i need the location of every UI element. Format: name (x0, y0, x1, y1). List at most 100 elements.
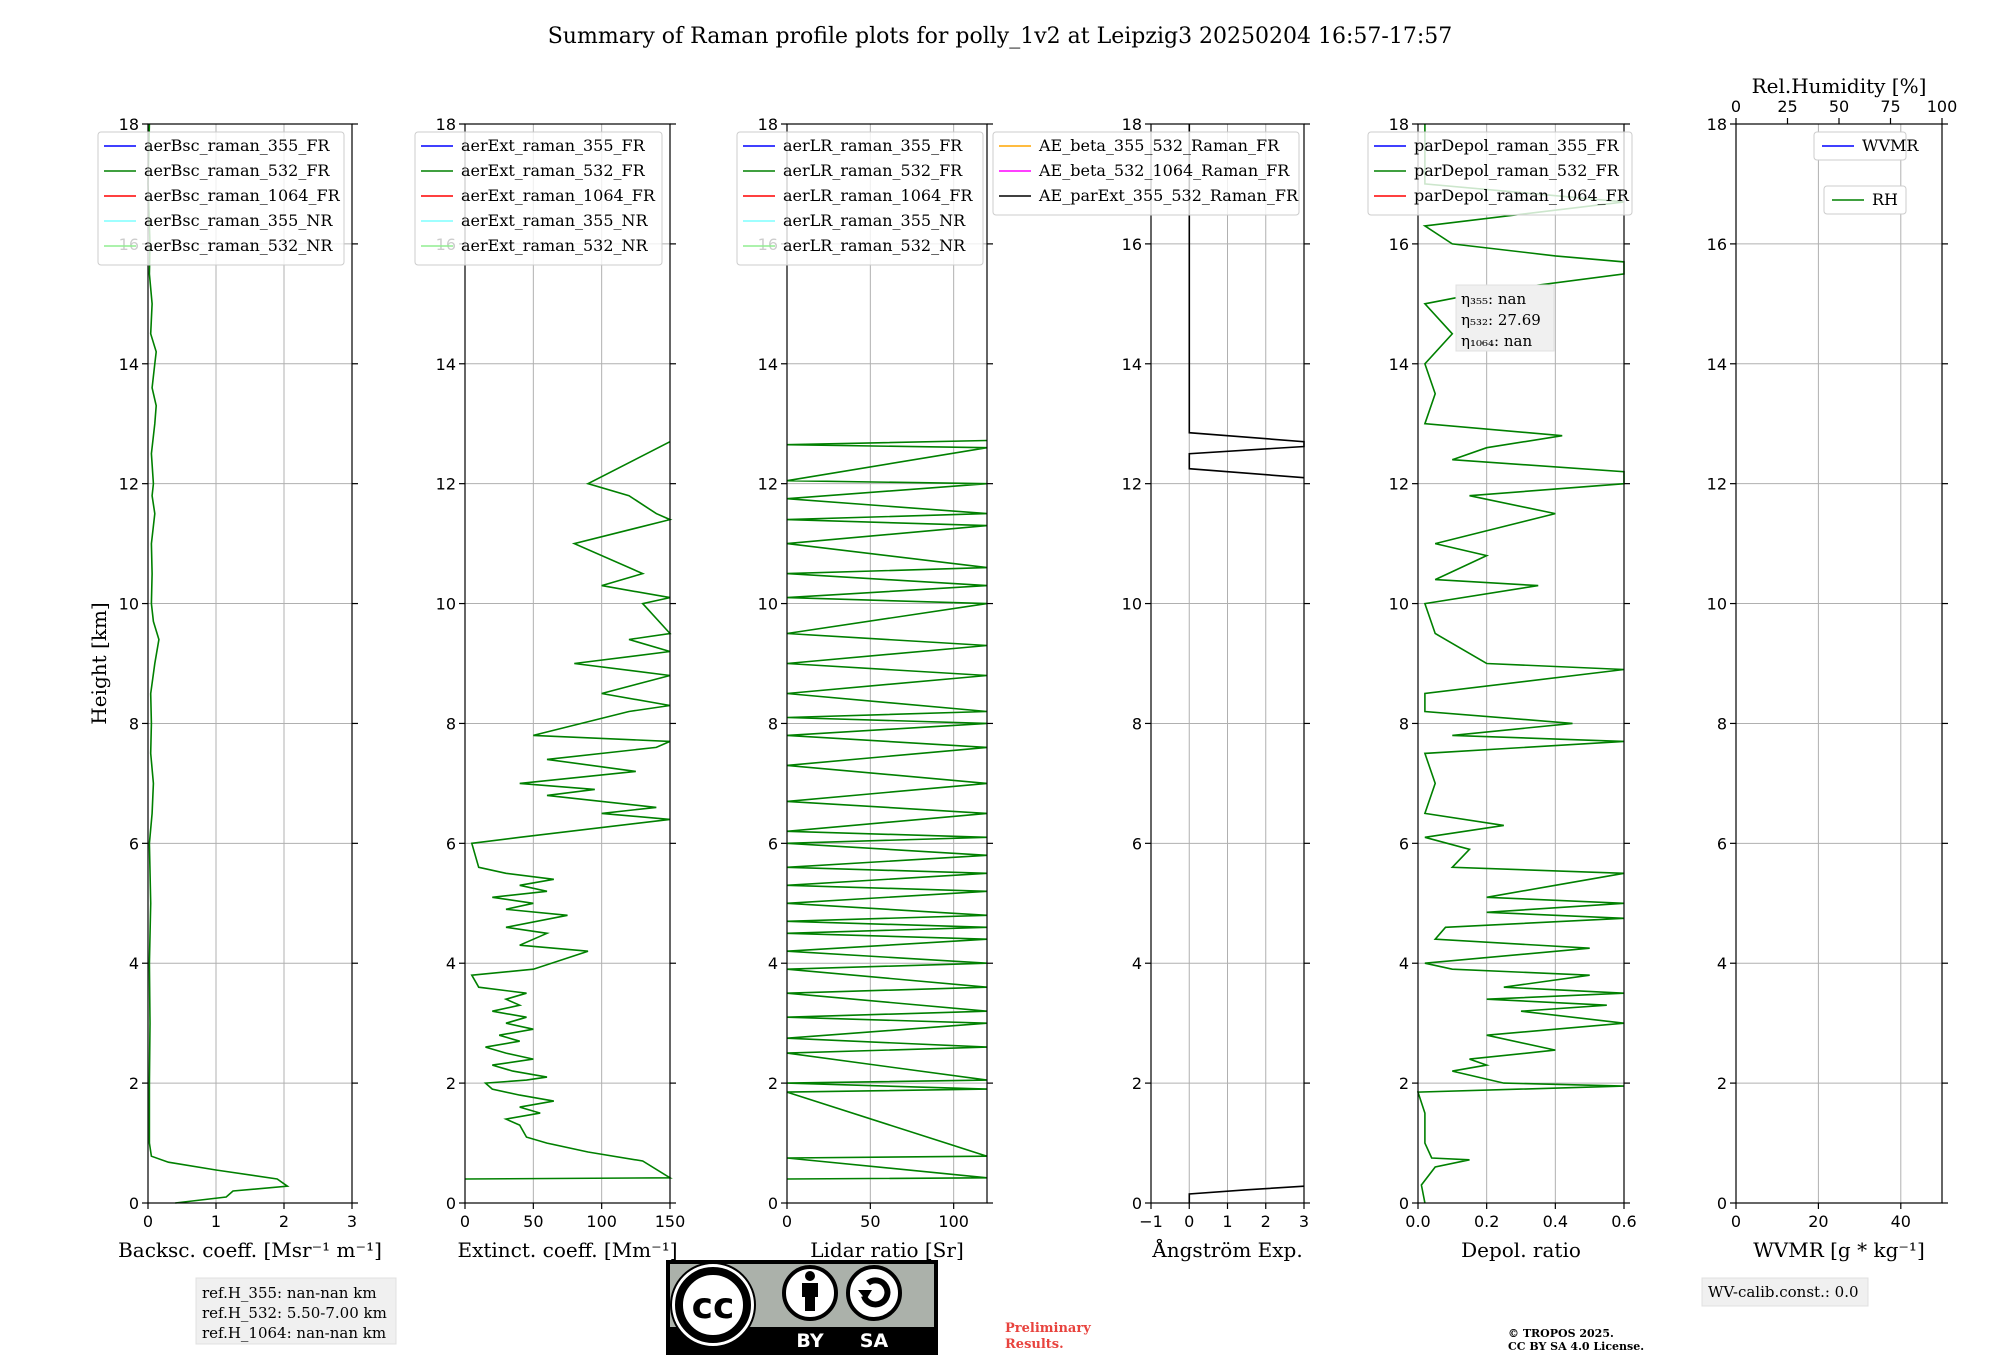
axes-frame (1417, 123, 1625, 1204)
x-tick-label: 0 (460, 1212, 470, 1231)
x-tick-label: 3 (347, 1212, 357, 1231)
y-tick-label: 6 (768, 834, 778, 853)
top-tick-label: 0 (1731, 97, 1741, 116)
x-tick-label: 2 (1261, 1212, 1271, 1231)
copyright-line: CC BY SA 4.0 License. (1508, 1340, 1644, 1353)
legend-box (1367, 131, 1633, 216)
y-tick-label: 0 (1717, 1194, 1727, 1213)
reference-line: ref.H_1064: nan-nan km (202, 1324, 386, 1342)
legend-label: AE_beta_532_1064_Raman_FR (1038, 161, 1290, 180)
legend-label: aerExt_raman_532_NR (461, 236, 649, 255)
y-tick-label: 18 (1389, 115, 1409, 134)
y-tick-label: 12 (436, 475, 456, 494)
x-tick-label: 100 (938, 1212, 969, 1231)
y-tick-label: 10 (758, 595, 778, 614)
x-tick-label: 40 (1891, 1212, 1911, 1231)
y-tick-label: 6 (1717, 834, 1727, 853)
series-line (1188, 1185, 1305, 1203)
y-tick-label: 8 (129, 714, 139, 733)
y-tick-label: 18 (119, 115, 139, 134)
y-tick-label: 2 (1399, 1074, 1409, 1093)
legend-label: aerExt_raman_532_FR (461, 161, 646, 180)
x-tick-label: 50 (523, 1212, 543, 1231)
x-tick-label: 150 (655, 1212, 686, 1231)
x-tick-label: 0.0 (1405, 1212, 1430, 1231)
y-tick-label: 4 (1132, 954, 1142, 973)
x-axis-label: Extinct. coeff. [Mm⁻¹] (457, 1238, 677, 1262)
annotation-line: η₃₅₅: nan (1461, 290, 1526, 308)
legend-label: AE_beta_355_532_Raman_FR (1038, 136, 1280, 155)
x-tick-label: 1 (1222, 1212, 1232, 1231)
legend-box (736, 131, 984, 266)
y-tick-label: 10 (1707, 595, 1727, 614)
y-tick-label: 16 (1122, 235, 1142, 254)
legend-label: aerExt_raman_1064_FR (461, 186, 656, 205)
y-tick-label: 10 (436, 595, 456, 614)
x-tick-label: 0 (1731, 1212, 1741, 1231)
x-tick-label: 20 (1808, 1212, 1828, 1231)
legend-label: aerLR_raman_532_FR (783, 161, 963, 180)
preliminary-line: Results. (1005, 1337, 1064, 1352)
y-tick-label: 18 (436, 115, 456, 134)
legend-label: aerLR_raman_355_FR (783, 136, 963, 155)
series-line (464, 440, 673, 1180)
top-tick-label: 50 (1829, 97, 1849, 116)
legend-label: aerBsc_raman_355_FR (144, 136, 330, 155)
y-tick-label: 14 (1707, 355, 1727, 374)
y-tick-label: 8 (1132, 714, 1142, 733)
panel-backscatter: 0246810121416180123Backsc. coeff. [Msr⁻¹… (87, 115, 382, 1262)
y-tick-label: 18 (1122, 115, 1142, 134)
y-tick-label: 4 (1717, 954, 1727, 973)
top-tick-label: 75 (1880, 97, 1900, 116)
y-tick-label: 0 (1399, 1194, 1409, 1213)
y-tick-label: 16 (1389, 235, 1409, 254)
axes-frame (1735, 123, 1943, 1204)
by-label: BY (796, 1330, 823, 1352)
y-tick-label: 4 (1399, 954, 1409, 973)
y-tick-label: 12 (758, 475, 778, 494)
y-tick-label: 4 (768, 954, 778, 973)
top-axis-label: Rel.Humidity [%] (1752, 74, 1927, 98)
panel-lidar-ratio: 024681012141618050100Lidar ratio [Sr]aer… (736, 115, 993, 1262)
wv-calib-text: WV-calib.const.: 0.0 (1708, 1283, 1859, 1301)
y-tick-label: 10 (119, 595, 139, 614)
top-tick-label: 25 (1777, 97, 1797, 116)
y-tick-label: 8 (1717, 714, 1727, 733)
y-tick-label: 2 (1717, 1074, 1727, 1093)
x-tick-label: 0.6 (1611, 1212, 1636, 1231)
legend-box (992, 131, 1300, 216)
y-tick-label: 10 (1389, 595, 1409, 614)
y-tick-label: 0 (768, 1194, 778, 1213)
y-tick-label: 14 (436, 355, 456, 374)
wv-calib-box: WV-calib.const.: 0.0 (1701, 1277, 1869, 1307)
x-axis-label: Lidar ratio [Sr] (810, 1238, 964, 1262)
legend-label: aerBsc_raman_355_NR (144, 211, 333, 230)
y-tick-label: 4 (129, 954, 139, 973)
legend-label: parDepol_raman_532_FR (1414, 161, 1620, 180)
y-tick-label: 6 (1132, 834, 1142, 853)
y-tick-label: 18 (1707, 115, 1727, 134)
attribution-icon (782, 1265, 838, 1321)
legend-label: AE_parExt_355_532_Raman_FR (1038, 186, 1299, 205)
y-tick-label: 16 (1707, 235, 1727, 254)
x-tick-label: 50 (860, 1212, 880, 1231)
y-tick-label: 14 (1389, 355, 1409, 374)
top-tick-label: 100 (1927, 97, 1958, 116)
legend-label: aerLR_raman_1064_FR (783, 186, 973, 205)
x-tick-label: 0 (143, 1212, 153, 1231)
y-tick-label: 2 (768, 1074, 778, 1093)
y-tick-label: 8 (768, 714, 778, 733)
legend-box (1813, 131, 1907, 161)
legend-label: WVMR (1862, 136, 1919, 155)
y-tick-label: 12 (119, 475, 139, 494)
y-tick-label: 4 (446, 954, 456, 973)
y-tick-label: 2 (129, 1074, 139, 1093)
legend-label: aerBsc_raman_1064_FR (144, 186, 341, 205)
x-tick-label: 100 (586, 1212, 617, 1231)
series-line (1416, 124, 1625, 1204)
y-tick-label: 2 (446, 1074, 456, 1093)
axes-frame (786, 123, 988, 1204)
series-line (786, 439, 988, 1180)
